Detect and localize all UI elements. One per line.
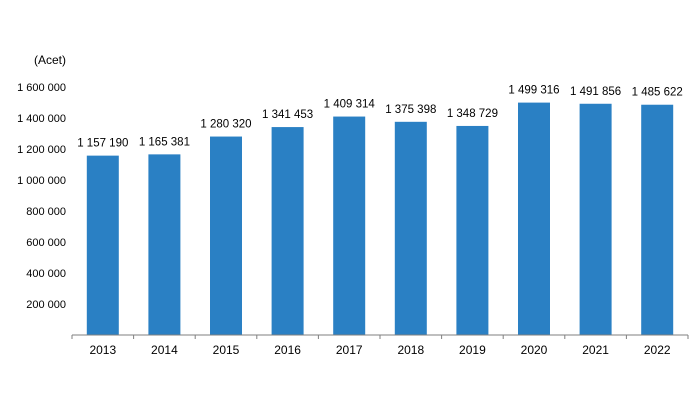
x-tick-label: 2013 [89, 343, 116, 357]
bar-2020 [518, 102, 550, 335]
x-tick-label: 2017 [336, 343, 363, 357]
data-label: 1 409 314 [324, 99, 376, 111]
unit-label: (Acet) [34, 53, 66, 67]
x-tick-label: 2022 [644, 343, 671, 357]
y-tick-label: 800 000 [26, 206, 66, 218]
data-label: 1 485 622 [632, 87, 683, 99]
data-label: 1 375 398 [385, 104, 436, 116]
bar-2016 [271, 127, 304, 335]
bar-2018 [394, 121, 427, 335]
bar-2015 [210, 136, 242, 335]
y-tick-label: 1 400 000 [17, 113, 66, 125]
y-tick-label: 1 200 000 [17, 144, 66, 156]
x-tick-label: 2019 [459, 343, 486, 357]
x-tick-label: 2014 [151, 343, 178, 357]
x-tick-label: 2021 [582, 343, 609, 357]
bar-2013 [86, 155, 119, 335]
y-tick-label: 600 000 [26, 237, 66, 249]
data-label: 1 341 453 [262, 109, 313, 121]
bar-2014 [148, 154, 181, 335]
data-label: 1 157 190 [77, 138, 128, 150]
y-tick-label: 1 600 000 [17, 82, 66, 94]
data-labels: 1 157 190 1 165 381 1 280 320 1 341 453 1 40… [77, 85, 683, 150]
bar-2019 [456, 125, 489, 335]
bars [86, 102, 674, 335]
data-label: 1 280 320 [200, 119, 251, 131]
y-tick-label: 1 000 000 [17, 175, 66, 187]
x-tick-label: 2016 [274, 343, 301, 357]
data-label: 1 165 381 [139, 136, 190, 148]
bar-2017 [333, 116, 366, 335]
data-label: 1 491 856 [570, 86, 621, 98]
y-tick-label: 200 000 [26, 299, 66, 311]
bar-2022 [641, 104, 674, 335]
x-axis: 2013 2014 2015 2016 2017 2018 2019 2020 2021 2022 [71, 334, 689, 357]
x-tick-label: 2018 [397, 343, 424, 357]
y-tick-label: 400 000 [26, 268, 66, 280]
bar-2021 [579, 103, 612, 335]
data-label: 1 499 316 [508, 85, 559, 97]
y-axis: 200 000 400 000 600 000 800 000 1 000 000 1 2… [17, 82, 66, 311]
x-tick-label: 2015 [213, 343, 240, 357]
data-label: 1 348 729 [447, 108, 498, 120]
x-tick-label: 2020 [521, 343, 548, 357]
